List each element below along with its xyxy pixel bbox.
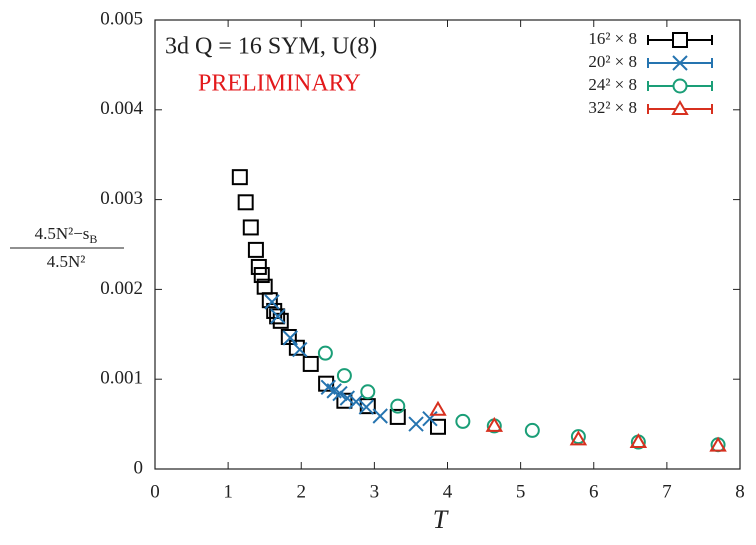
marker	[629, 433, 648, 449]
marker	[709, 436, 727, 452]
marker	[269, 308, 286, 325]
y-tick-label: 0.002	[100, 278, 143, 299]
x-tick-label: 3	[370, 481, 380, 502]
y-label-numerator: 4.5N²−sB	[35, 224, 98, 246]
marker	[408, 416, 424, 432]
marker	[332, 385, 348, 402]
legend-label: 24² × 8	[588, 75, 637, 94]
marker	[247, 241, 264, 258]
x-axis-label: T	[433, 505, 449, 534]
marker	[288, 339, 305, 356]
marker	[360, 384, 376, 400]
marker	[372, 408, 388, 424]
legend-label: 32² × 8	[588, 98, 637, 117]
marker	[570, 429, 586, 445]
marker	[231, 169, 248, 186]
x-tick-label: 6	[589, 481, 599, 502]
legend-label: 16² × 8	[588, 29, 637, 48]
y-tick-label: 0.004	[100, 98, 143, 119]
marker	[569, 430, 588, 446]
y-label-denominator: 4.5N²	[47, 252, 86, 271]
marker	[261, 292, 278, 309]
y-tick-label: 0.001	[100, 368, 143, 389]
x-tick-label: 1	[223, 481, 233, 502]
chart-title: 3d Q = 16 SYM, U(8)	[165, 34, 377, 60]
marker	[429, 400, 447, 416]
marker	[253, 267, 270, 284]
marker	[339, 390, 356, 406]
x-tick-label: 0	[150, 481, 160, 502]
x-tick-label: 2	[297, 481, 307, 502]
y-label-part: 4.5N²−s	[35, 224, 90, 243]
marker	[250, 258, 267, 275]
x-tick-label: 8	[735, 481, 745, 502]
marker	[455, 413, 471, 429]
x-tick-label: 5	[516, 481, 526, 502]
annotation: PRELIMINARY	[198, 71, 361, 97]
y-tick-label: 0.005	[100, 8, 143, 29]
marker	[429, 418, 446, 435]
y-tick-label: 0	[134, 457, 144, 478]
marker	[317, 345, 333, 361]
marker	[280, 328, 297, 345]
legend-marker	[672, 55, 688, 71]
marker	[292, 341, 308, 358]
x-tick-label: 4	[443, 481, 453, 502]
legend-marker	[672, 78, 688, 94]
marker	[270, 308, 286, 325]
marker	[264, 294, 280, 310]
marker	[390, 398, 406, 414]
legend-label: 20² × 8	[588, 52, 637, 71]
y-axis-label: 4.5N²−sB 4.5N²	[10, 224, 124, 271]
marker	[524, 422, 540, 438]
y-tick-label: 0.003	[100, 188, 143, 209]
marker	[302, 355, 319, 372]
marker	[485, 416, 504, 432]
marker	[336, 368, 352, 384]
marker	[358, 399, 375, 415]
marker	[237, 194, 254, 211]
marker	[242, 219, 259, 236]
y-label-subscript: B	[89, 232, 97, 246]
marker	[282, 330, 298, 346]
marker	[389, 408, 406, 425]
legend-marker	[671, 100, 689, 115]
legend-marker	[672, 32, 688, 48]
marker	[348, 393, 364, 410]
x-tick-label: 7	[662, 481, 672, 502]
